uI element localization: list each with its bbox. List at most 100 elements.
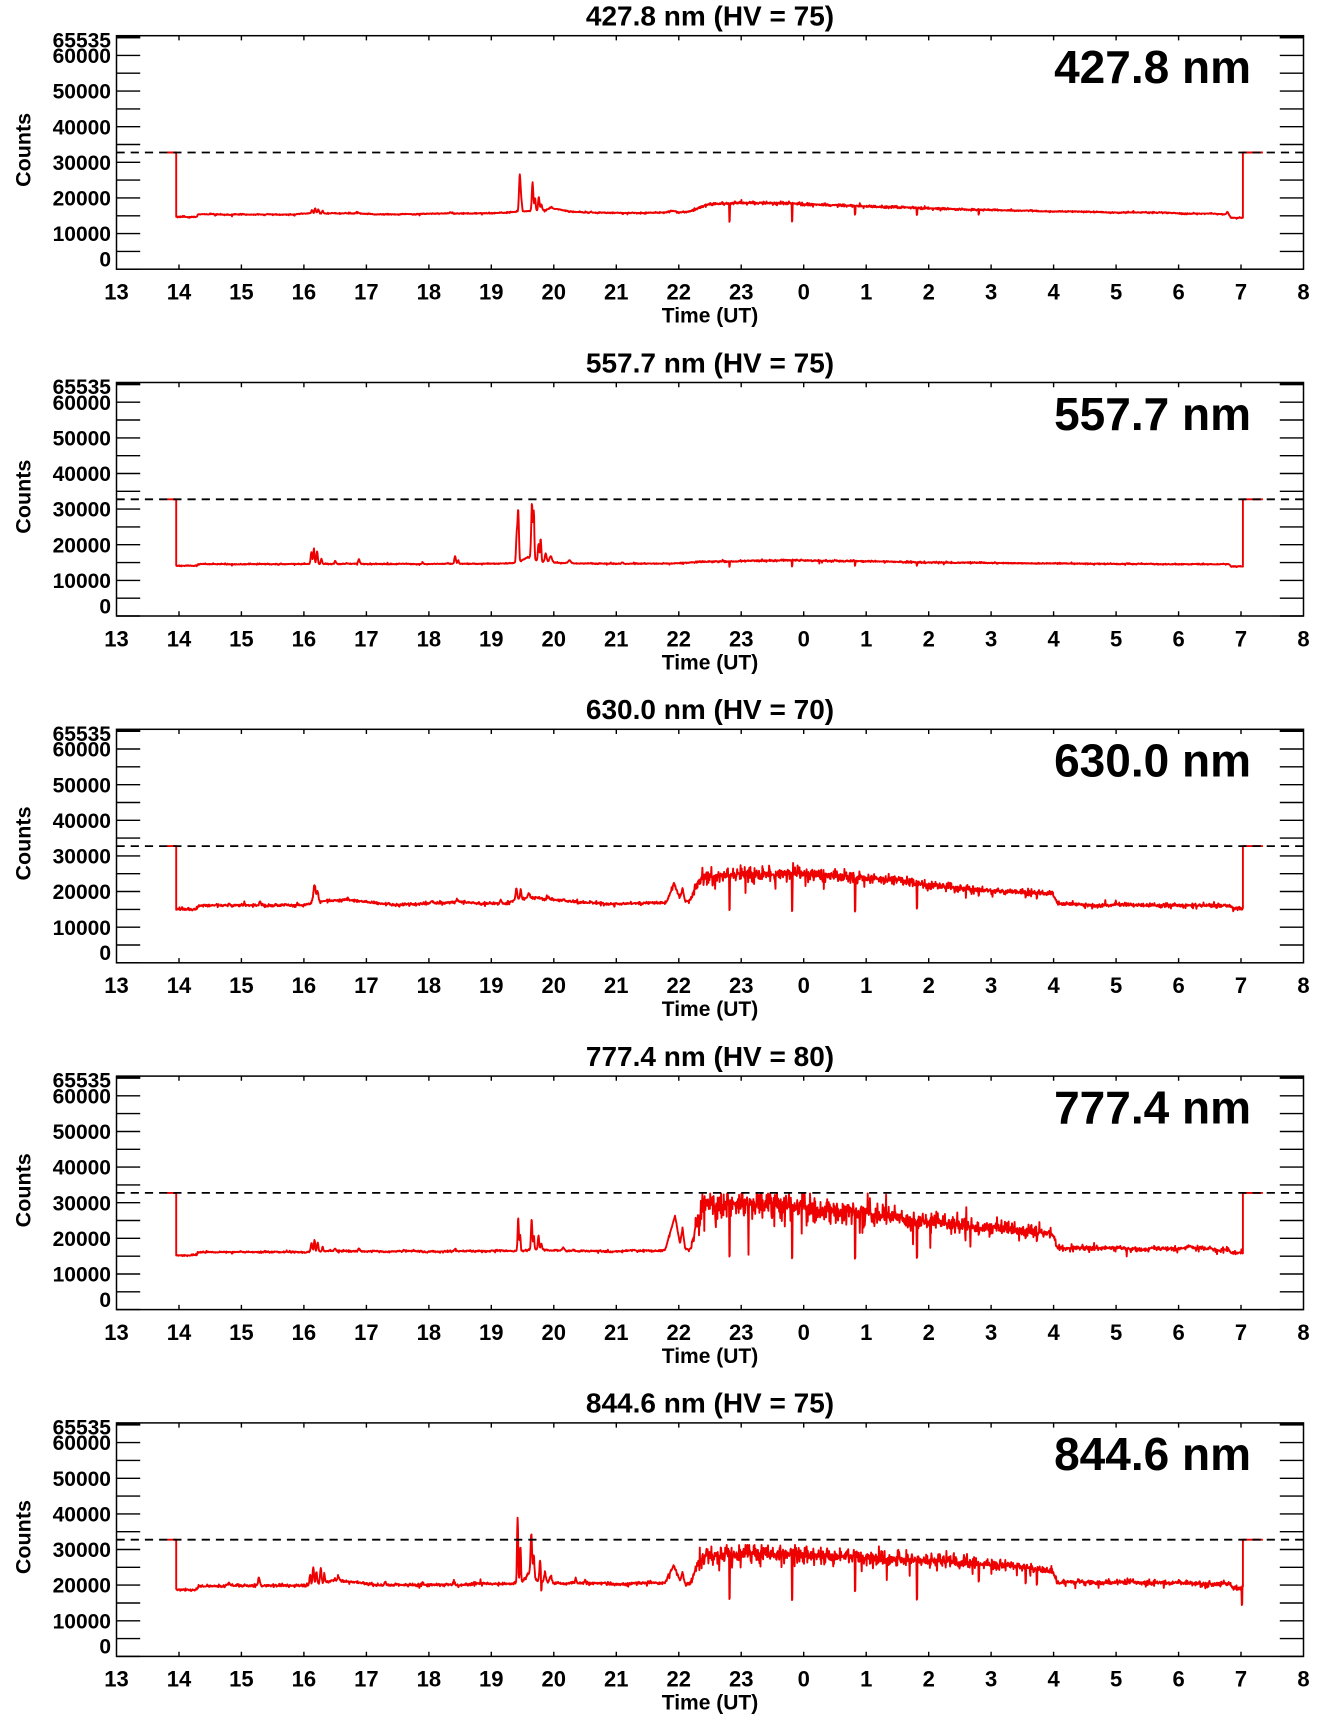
svg-text:18: 18: [417, 280, 441, 305]
svg-text:17: 17: [354, 626, 378, 651]
svg-text:21: 21: [604, 1667, 628, 1692]
svg-text:7: 7: [1235, 1667, 1247, 1692]
svg-text:Counts: Counts: [12, 806, 36, 880]
svg-text:3: 3: [985, 1667, 997, 1692]
svg-text:1: 1: [860, 280, 872, 305]
svg-text:10000: 10000: [53, 1610, 111, 1633]
svg-text:4: 4: [1047, 280, 1060, 305]
svg-text:7: 7: [1235, 280, 1247, 305]
svg-text:Counts: Counts: [12, 1500, 36, 1574]
svg-text:777.4 nm (HV = 80): 777.4 nm (HV = 80): [586, 1041, 834, 1072]
svg-text:20000: 20000: [53, 881, 111, 904]
svg-text:30000: 30000: [53, 1539, 111, 1562]
svg-text:16: 16: [292, 1320, 316, 1345]
svg-text:844.6 nm (HV = 75): 844.6 nm (HV = 75): [586, 1388, 834, 1419]
svg-text:Time (UT): Time (UT): [662, 651, 758, 674]
svg-text:5: 5: [1110, 1320, 1122, 1345]
svg-text:22: 22: [667, 973, 691, 998]
svg-text:0: 0: [798, 626, 810, 651]
svg-text:Time (UT): Time (UT): [662, 1692, 758, 1715]
svg-text:50000: 50000: [53, 774, 111, 797]
svg-text:65535: 65535: [53, 29, 112, 52]
svg-text:630.0 nm (HV = 70): 630.0 nm (HV = 70): [586, 694, 834, 725]
svg-text:3: 3: [985, 280, 997, 305]
svg-text:5: 5: [1110, 626, 1122, 651]
svg-text:20000: 20000: [53, 188, 111, 211]
svg-text:10000: 10000: [53, 1264, 111, 1287]
svg-text:14: 14: [167, 1667, 192, 1692]
svg-text:2: 2: [923, 1320, 935, 1345]
svg-text:20: 20: [542, 1667, 566, 1692]
svg-text:844.6 nm: 844.6 nm: [1054, 1428, 1251, 1480]
svg-text:557.7 nm (HV = 75): 557.7 nm (HV = 75): [586, 347, 834, 378]
svg-text:17: 17: [354, 973, 378, 998]
svg-text:15: 15: [229, 626, 253, 651]
svg-text:40000: 40000: [53, 116, 111, 139]
svg-text:Counts: Counts: [12, 460, 36, 534]
svg-text:17: 17: [354, 280, 378, 305]
svg-text:21: 21: [604, 973, 628, 998]
svg-text:8: 8: [1297, 626, 1309, 651]
svg-text:65535: 65535: [53, 1417, 112, 1440]
svg-text:14: 14: [167, 1320, 192, 1345]
svg-text:60000: 60000: [53, 392, 111, 415]
svg-text:777.4 nm: 777.4 nm: [1054, 1081, 1251, 1133]
svg-text:17: 17: [354, 1320, 378, 1345]
svg-text:19: 19: [479, 280, 503, 305]
svg-text:10000: 10000: [53, 917, 111, 940]
svg-text:10000: 10000: [53, 570, 111, 593]
svg-text:15: 15: [229, 973, 253, 998]
svg-text:23: 23: [729, 626, 753, 651]
svg-text:50000: 50000: [53, 1121, 111, 1144]
svg-text:427.8 nm: 427.8 nm: [1054, 41, 1251, 93]
svg-text:21: 21: [604, 626, 628, 651]
svg-text:Time (UT): Time (UT): [662, 998, 758, 1021]
svg-text:18: 18: [417, 973, 441, 998]
svg-text:1: 1: [860, 973, 872, 998]
svg-text:13: 13: [104, 280, 128, 305]
svg-text:6: 6: [1172, 973, 1184, 998]
svg-text:50000: 50000: [53, 428, 111, 451]
svg-text:19: 19: [479, 1667, 503, 1692]
svg-text:7: 7: [1235, 1320, 1247, 1345]
svg-text:16: 16: [292, 973, 316, 998]
svg-text:427.8 nm (HV = 75): 427.8 nm (HV = 75): [586, 1, 834, 32]
svg-text:2: 2: [923, 626, 935, 651]
svg-text:23: 23: [729, 1320, 753, 1345]
svg-text:21: 21: [604, 1320, 628, 1345]
svg-text:30000: 30000: [53, 1192, 111, 1215]
svg-text:630.0 nm: 630.0 nm: [1054, 735, 1251, 787]
svg-text:7: 7: [1235, 973, 1247, 998]
svg-text:6: 6: [1172, 1667, 1184, 1692]
svg-text:40000: 40000: [53, 463, 111, 486]
svg-text:Time (UT): Time (UT): [662, 305, 758, 328]
svg-text:13: 13: [104, 973, 128, 998]
svg-text:65535: 65535: [53, 723, 112, 746]
svg-text:22: 22: [667, 1320, 691, 1345]
svg-text:22: 22: [667, 280, 691, 305]
svg-text:0: 0: [99, 942, 111, 965]
svg-text:40000: 40000: [53, 810, 111, 833]
svg-text:60000: 60000: [53, 1085, 111, 1108]
svg-text:23: 23: [729, 280, 753, 305]
svg-text:65535: 65535: [53, 376, 112, 399]
svg-text:15: 15: [229, 1667, 253, 1692]
svg-text:23: 23: [729, 1667, 753, 1692]
svg-text:1: 1: [860, 1320, 872, 1345]
svg-text:4: 4: [1047, 1320, 1060, 1345]
svg-text:65535: 65535: [53, 1070, 112, 1093]
svg-text:8: 8: [1297, 1320, 1309, 1345]
svg-text:22: 22: [667, 626, 691, 651]
svg-text:15: 15: [229, 1320, 253, 1345]
svg-text:0: 0: [798, 280, 810, 305]
svg-text:2: 2: [923, 1667, 935, 1692]
svg-text:14: 14: [167, 973, 192, 998]
svg-text:8: 8: [1297, 973, 1309, 998]
svg-text:6: 6: [1172, 280, 1184, 305]
svg-text:0: 0: [798, 973, 810, 998]
svg-text:Counts: Counts: [12, 113, 36, 187]
svg-text:17: 17: [354, 1667, 378, 1692]
svg-text:3: 3: [985, 626, 997, 651]
svg-text:20: 20: [542, 626, 566, 651]
svg-text:18: 18: [417, 1320, 441, 1345]
